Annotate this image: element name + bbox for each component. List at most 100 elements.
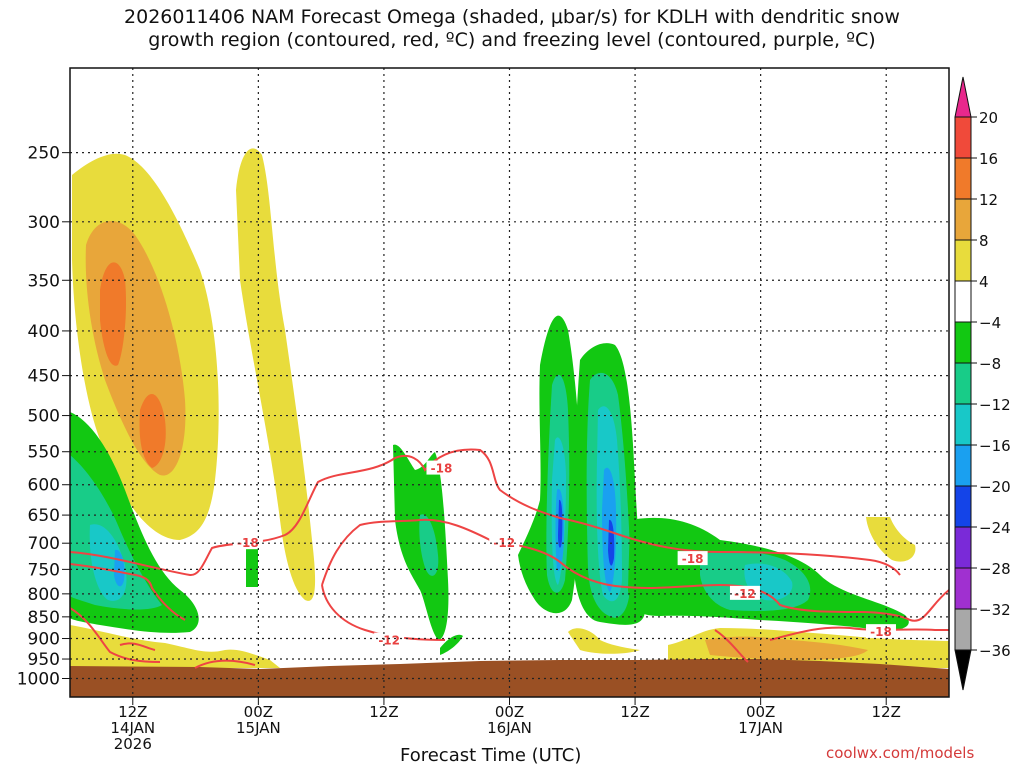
y-tick-label: 300: [28, 213, 60, 233]
grid: [70, 68, 949, 697]
contour-label-bg: [677, 551, 708, 566]
colorbar-bin: [954, 239, 972, 282]
chart-title-line1: 2026011406 NAM Forecast Omega (shaded, μ…: [124, 6, 900, 28]
contour-label: -18: [237, 536, 259, 550]
colorbar-tick-label: −20: [979, 478, 1011, 496]
contour-line: [714, 629, 749, 663]
colorbar-tick-label: −8: [979, 355, 1001, 373]
contour-label-bg: [865, 624, 896, 639]
colorbar-tick-label: 8: [979, 232, 989, 250]
contour-line: [119, 642, 156, 651]
contour-label: -18: [431, 462, 453, 476]
colorbar-tick-label: −12: [979, 396, 1011, 414]
y-tick-label: 600: [28, 476, 60, 496]
credit-text: coolwx.com/models: [826, 744, 975, 762]
y-axis: 2503003504004505005506006507007508008509…: [17, 144, 70, 689]
omega-ascent-teal-left: [70, 455, 162, 610]
colorbar-tick-label: −28: [979, 560, 1011, 578]
omega-ascent-small-patch: [246, 549, 258, 587]
omega-ascent-teal-middle: [419, 514, 439, 576]
contour-label-bg: [232, 535, 263, 550]
contour-line: [194, 659, 256, 669]
colorbar-tick-label: −32: [979, 601, 1011, 619]
contour-label-bg: [489, 535, 520, 550]
omega-descent-yellow-lowlevel2: [568, 628, 640, 654]
omega-shading: [70, 148, 949, 697]
contour-label-bg: [374, 632, 405, 647]
contour-label: -12: [378, 634, 400, 648]
colorbar-bin: [954, 321, 972, 364]
y-tick-label: 550: [28, 443, 60, 463]
colorbar-bin: [954, 526, 972, 569]
colorbar-tick-label: −24: [979, 519, 1011, 537]
omega-descent-yellow-right: [866, 517, 916, 562]
y-tick-label: 250: [28, 144, 60, 164]
plot-area: -18 -18 -12 -12 -18 -12 -18: [70, 68, 949, 697]
y-tick-label: 900: [28, 630, 60, 650]
colorbar-bin: [954, 198, 972, 241]
colorbar-bin: [954, 608, 972, 651]
colorbar-tick-label: 20: [979, 109, 998, 127]
contour-label: -12: [493, 536, 515, 550]
x-tick-label: 16JAN: [487, 719, 532, 737]
y-tick-label: 950: [28, 650, 60, 670]
contour-label: -18: [870, 625, 892, 639]
x-tick-label: 2026: [114, 735, 152, 753]
y-tick-label: 400: [28, 322, 60, 342]
contour-label: -18: [682, 552, 704, 566]
contour-line: [769, 626, 949, 641]
dgz-contours: [70, 448, 949, 669]
contour-line: [70, 607, 161, 663]
contour-label: -12: [734, 587, 756, 601]
contour-labels: -18 -18 -12 -12 -18 -12 -18: [232, 460, 896, 648]
colorbar-tick-label: 12: [979, 191, 998, 209]
y-tick-label: 700: [28, 534, 60, 554]
x-tick-label: 12Z: [369, 703, 398, 721]
y-tick-label: 1000: [17, 669, 60, 689]
colorbar-bin: [954, 280, 972, 323]
colorbar-tick-label: −16: [979, 437, 1011, 455]
x-tick-label: 00Z: [746, 703, 775, 721]
omega-descent-amber-lowlevel: [705, 636, 868, 660]
colorbar-bin: [954, 444, 972, 487]
y-tick-label: 750: [28, 560, 60, 580]
x-tick-label: 17JAN: [738, 719, 783, 737]
x-tick-label: 00Z: [495, 703, 524, 721]
contour-line: [321, 518, 949, 622]
contour-label-bg: [426, 460, 457, 475]
x-tick-label: 00Z: [244, 703, 273, 721]
y-tick-label: 650: [28, 506, 60, 526]
x-tick-label: 15JAN: [236, 719, 281, 737]
omega-descent-orange-lower: [139, 393, 166, 468]
colorbar-bin: [954, 362, 972, 405]
colorbar-bin: [954, 567, 972, 610]
colorbar-tick-label: −36: [979, 642, 1011, 660]
omega-descent-yellow-band: [236, 148, 316, 601]
x-tick-label: 12Z: [118, 703, 147, 721]
y-tick-label: 350: [28, 271, 60, 291]
y-tick-label: 850: [28, 608, 60, 628]
colorbar-arrow-bottom: [954, 649, 972, 691]
colorbar-tick-label: −4: [979, 314, 1001, 332]
omega-descent-orange-upper: [100, 262, 127, 366]
omega-ascent-green-blob: [440, 634, 463, 655]
colorbar-arrow-top: [954, 76, 972, 118]
colorbar-bin: [954, 485, 972, 528]
x-tick-label: 12Z: [620, 703, 649, 721]
y-tick-label: 800: [28, 585, 60, 605]
colorbar: 20 16 12 8 4 −4 −8 −12 −16 −20 −24 −28 −32 −36: [954, 76, 1011, 691]
x-tick-label: 12Z: [872, 703, 901, 721]
chart-title: 2026011406 NAM Forecast Omega (shaded, μ…: [0, 6, 1024, 52]
omega-ascent-deepblue-tower1: [558, 499, 563, 548]
x-axis-label: Forecast Time (UTC): [400, 745, 582, 766]
contour-line: [321, 584, 446, 641]
colorbar-bin: [954, 157, 972, 200]
colorbar-tick-label: 16: [979, 150, 998, 168]
colorbar-bin: [954, 403, 972, 446]
y-tick-label: 450: [28, 367, 60, 387]
contour-label-bg: [729, 585, 760, 600]
colorbar-bin: [954, 116, 972, 159]
colorbar-tick-label: 4: [979, 273, 989, 291]
